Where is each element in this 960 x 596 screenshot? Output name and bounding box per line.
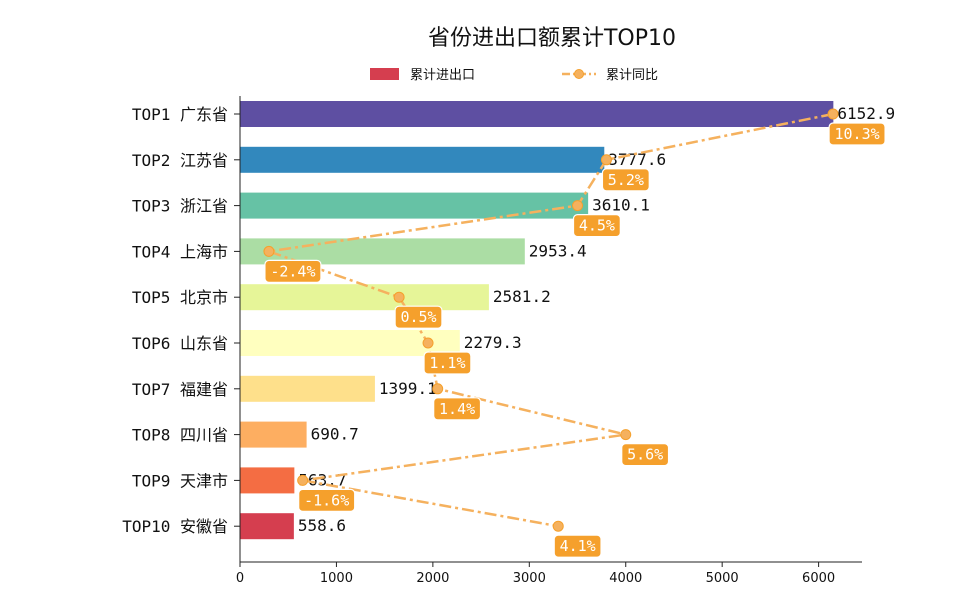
- x-tick-label: 6000: [802, 571, 835, 586]
- yoy-label-box: [433, 397, 482, 421]
- yoy-label-text: -2.4%: [270, 262, 315, 280]
- bar: [240, 513, 294, 540]
- category-label: TOP5 北京市: [132, 288, 228, 307]
- yoy-label-text: 4.5%: [579, 217, 615, 235]
- yoy-marker: [422, 337, 434, 349]
- yoy-label-box: [298, 488, 356, 512]
- bar: [240, 421, 307, 448]
- chart-title: 省份进出口额累计TOP10: [428, 26, 676, 51]
- x-tick-label: 1000: [320, 571, 353, 586]
- yoy-label: 1.4%: [433, 397, 482, 421]
- yoy-label-text: 5.2%: [608, 171, 644, 189]
- category-label: TOP10 安徽省: [122, 517, 228, 536]
- value-label: 690.7: [311, 425, 359, 444]
- yoy-label-box: [264, 259, 322, 283]
- yoy-label-text: -1.6%: [304, 491, 349, 509]
- legend: 累计进出口 累计同比: [370, 68, 658, 83]
- category-label: TOP8 四川省: [132, 426, 228, 445]
- yoy-label-box: [394, 305, 443, 329]
- yoy-label: 10.3%: [828, 122, 886, 146]
- yoy-marker: [620, 429, 632, 441]
- value-label: 558.6: [298, 516, 346, 535]
- bar: [240, 375, 375, 402]
- yoy-label-text: 5.6%: [627, 446, 663, 464]
- yoy-marker: [827, 108, 839, 120]
- bar: [240, 284, 489, 311]
- legend-bar-swatch: [370, 68, 399, 80]
- bar: [240, 192, 589, 219]
- value-label: 2953.4: [529, 241, 587, 260]
- yoy-label-text: 0.5%: [400, 308, 436, 326]
- legend-line-label: 累计同比: [606, 68, 658, 83]
- value-label: 3610.1: [592, 196, 650, 215]
- yoy-label: 4.5%: [572, 214, 621, 238]
- yoy-label-box: [423, 351, 472, 375]
- yoy-label: -1.6%: [298, 488, 356, 512]
- category-label: TOP3 浙江省: [132, 197, 228, 216]
- yoy-label: 1.1%: [423, 351, 472, 375]
- yoy-label-box: [601, 168, 650, 192]
- bars-layer: [240, 101, 834, 540]
- yoy-label-box: [572, 214, 621, 238]
- yoy-line: [268, 112, 834, 528]
- category-label: TOP9 天津市: [132, 471, 228, 490]
- yoy-labels-layer: 10.3% 5.2% 4.5% -2.4% 0.5% 1.1% 1.4% 5.6% -1.6% 4…: [264, 122, 886, 558]
- yoy-label-box: [553, 534, 602, 558]
- yoy-marker: [572, 200, 584, 212]
- yoy-label: -2.4%: [264, 259, 322, 283]
- yoy-marker: [263, 245, 275, 257]
- category-label: TOP6 山东省: [132, 334, 228, 353]
- category-label: TOP7 福建省: [132, 380, 228, 399]
- yoy-label: 4.1%: [553, 534, 602, 558]
- yoy-marker: [393, 291, 405, 303]
- value-label: 563.7: [298, 470, 346, 489]
- yoy-marker: [432, 383, 444, 395]
- yoy-label: 5.2%: [601, 168, 650, 192]
- yoy-marker: [600, 154, 612, 166]
- bar: [240, 467, 295, 494]
- value-labels-layer: 6152.9 3777.6 3610.1 2953.4 2581.2 2279.3 1399…: [298, 104, 895, 535]
- value-label: 6152.9: [837, 104, 895, 123]
- legend-line-marker: [574, 69, 584, 79]
- category-label: TOP1 广东省: [132, 105, 228, 124]
- x-tick-label: 4000: [609, 571, 642, 586]
- x-tick-label: 5000: [706, 571, 739, 586]
- value-label: 1399.1: [379, 379, 437, 398]
- x-tick-label: 0: [236, 571, 244, 586]
- yoy-label: 0.5%: [394, 305, 443, 329]
- yoy-label-text: 4.1%: [560, 537, 596, 555]
- yoy-label-text: 1.1%: [429, 354, 465, 372]
- yoy-label: 5.6%: [621, 443, 670, 467]
- yoy-marker: [552, 520, 564, 532]
- value-label: 3777.6: [608, 150, 666, 169]
- value-label: 2279.3: [464, 333, 522, 352]
- bar: [240, 101, 834, 127]
- yoy-marker: [297, 474, 309, 486]
- yoy-label-box: [621, 443, 670, 467]
- bar: [240, 146, 605, 173]
- axes-layer: TOP1 广东省 TOP2 江苏省 TOP3 浙江省 TOP4 上海市 TOP5 北京市…: [122, 96, 862, 586]
- yoy-label-box: [828, 122, 886, 146]
- yoy-label-text: 10.3%: [834, 125, 879, 143]
- yoy-label-text: 1.4%: [439, 400, 475, 418]
- category-label: TOP2 江苏省: [132, 151, 228, 170]
- category-label: TOP4 上海市: [132, 242, 228, 261]
- value-label: 2581.2: [493, 287, 551, 306]
- x-tick-label: 2000: [416, 571, 449, 586]
- legend-bar-label: 累计进出口: [410, 68, 475, 83]
- x-tick-label: 3000: [513, 571, 546, 586]
